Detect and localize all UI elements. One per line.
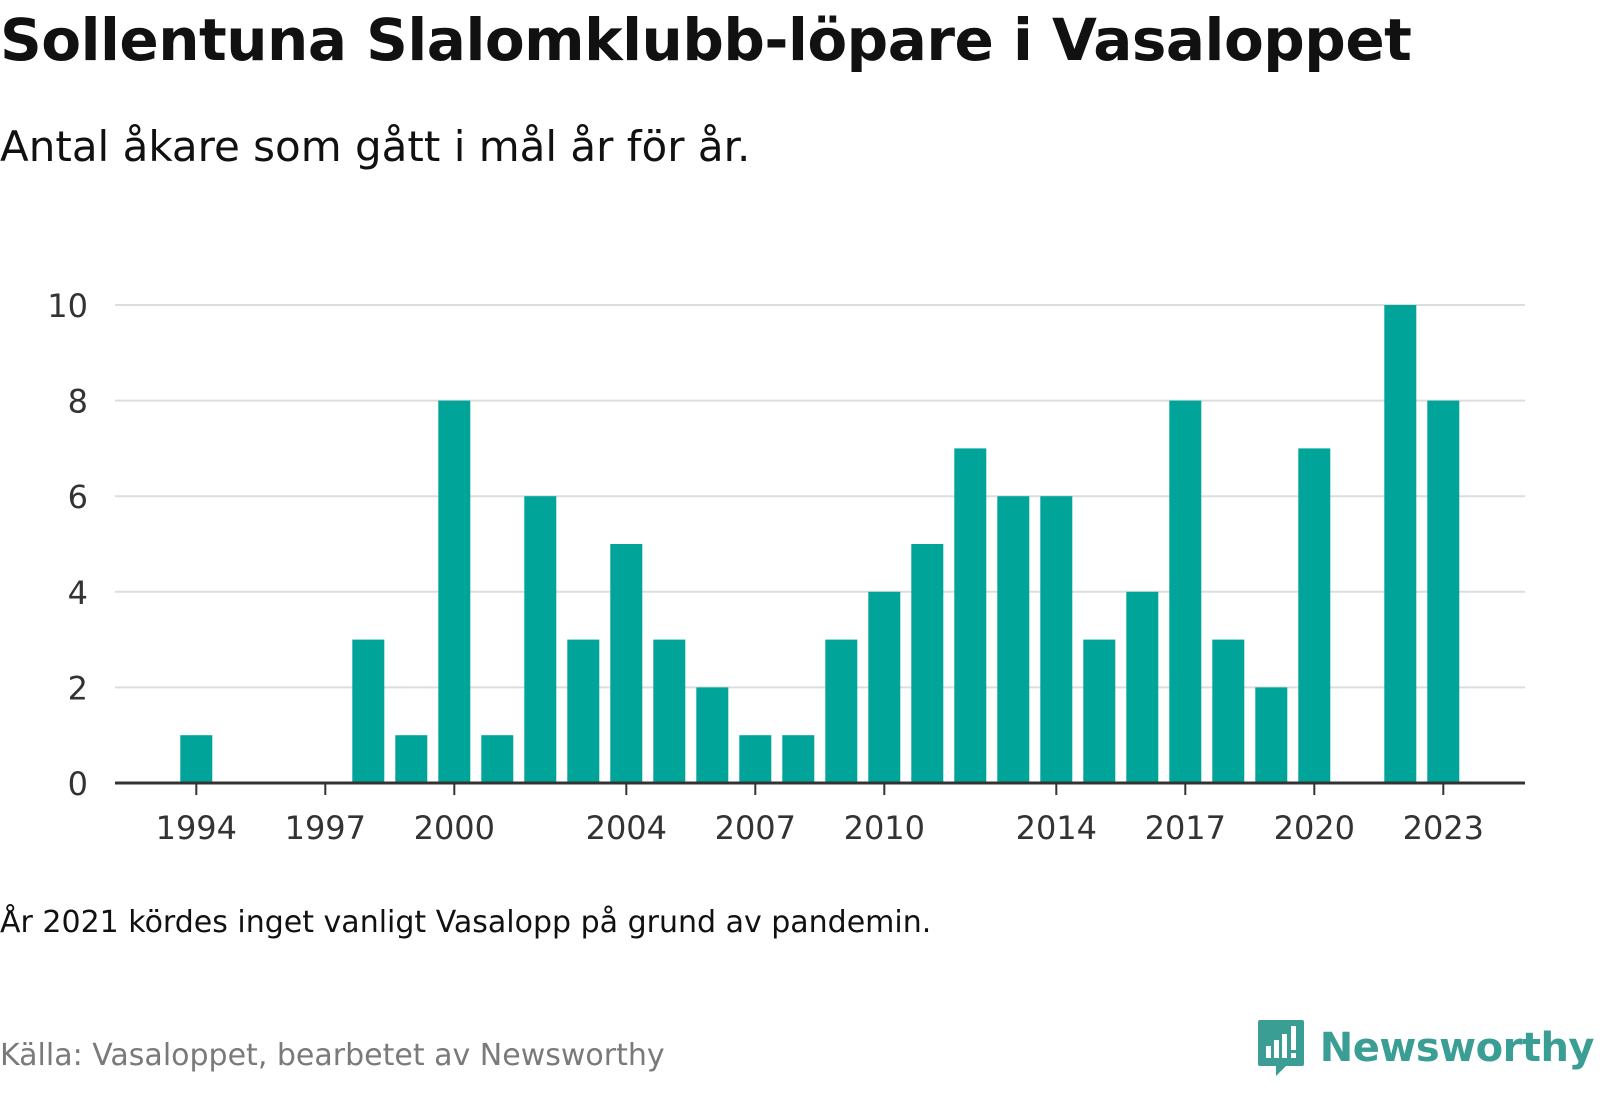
bar-2015: [1083, 639, 1116, 783]
brand-name: Newsworthy: [1319, 1025, 1595, 1071]
bar-2012: [954, 448, 987, 783]
bar-2005: [653, 639, 686, 783]
chart-subtitle: Antal åkare som gått i mål år för år.: [0, 122, 751, 171]
gridlines: [115, 304, 1525, 689]
bar-2011: [911, 544, 944, 783]
source-credit: Källa: Vasaloppet, bearbetet av Newswort…: [0, 1038, 665, 1073]
bars: [180, 305, 1460, 783]
bar-2019: [1255, 687, 1288, 783]
x-tick-label: 2007: [715, 809, 796, 847]
bar-2010: [868, 591, 901, 783]
y-tick-label: 0: [68, 765, 88, 803]
bar-2008: [782, 735, 815, 783]
bar-2013: [997, 496, 1030, 783]
bar-2017: [1169, 400, 1202, 783]
y-tick-label: 6: [68, 478, 88, 516]
bar-2022: [1384, 305, 1417, 783]
bar-2023: [1427, 400, 1460, 783]
bar-2000: [438, 400, 471, 783]
x-tick-label: 2020: [1274, 809, 1355, 847]
bar-2002: [524, 496, 557, 783]
newsworthy-brand: Newsworthy: [1256, 1018, 1595, 1078]
x-tick-label: 2004: [586, 809, 667, 847]
axes: 0 2 4 6 8 10 1994 1997 2000 2004 2007 2010 2014 2017 2…: [47, 287, 1525, 847]
bar-1994: [180, 735, 213, 783]
y-tick-label: 8: [68, 383, 88, 421]
bar-2003: [567, 639, 600, 783]
bar-1999: [395, 735, 428, 783]
newsworthy-logo-icon: [1257, 1020, 1304, 1076]
x-tick-label: 2014: [1016, 809, 1097, 847]
chart-title: Sollentuna Slalomklubb-löpare i Vasalopp…: [0, 6, 1412, 74]
bar-2006: [696, 687, 729, 783]
bar-chart: 0 2 4 6 8 10 1994 1997 2000 2004 2007 2010 2014 2017 2…: [47, 287, 1525, 847]
bar-2001: [481, 735, 514, 783]
bar-2018: [1212, 639, 1245, 783]
y-tick-label: 4: [68, 574, 88, 612]
x-tick-label: 1994: [156, 809, 237, 847]
y-tick-label: 2: [68, 669, 88, 707]
x-tick-label: 2023: [1403, 809, 1484, 847]
bar-2014: [1040, 496, 1073, 783]
bar-2016: [1126, 591, 1159, 783]
x-tick-label: 1997: [285, 809, 366, 847]
bar-2007: [739, 735, 772, 783]
x-tick-label: 2010: [844, 809, 925, 847]
y-tick-label: 10: [47, 287, 88, 325]
bar-2009: [825, 639, 858, 783]
bar-1998: [352, 639, 385, 783]
bar-2020: [1298, 448, 1331, 783]
x-tick-label: 2017: [1145, 809, 1226, 847]
footnote: År 2021 kördes inget vanligt Vasalopp på…: [0, 905, 932, 940]
bar-2004: [610, 544, 643, 783]
x-tick-label: 2000: [414, 809, 495, 847]
